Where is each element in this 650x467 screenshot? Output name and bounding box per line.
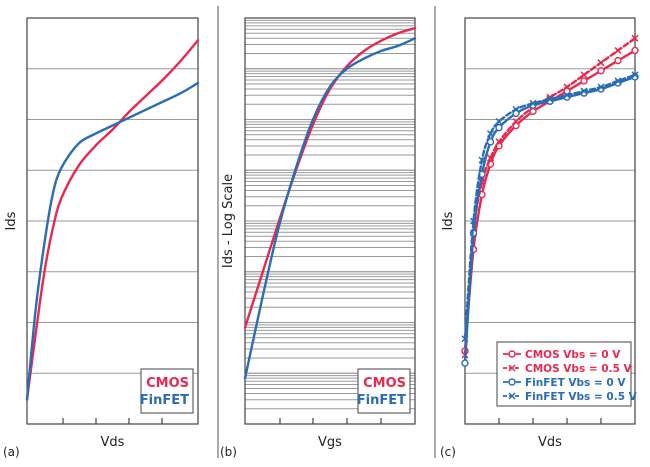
legend: CMOS FinFET	[140, 368, 194, 414]
panel-label: (b)	[220, 445, 237, 459]
series-line-cmos	[243, 26, 417, 329]
legend-entry-cmos: CMOS	[146, 376, 189, 391]
series-cmos	[25, 39, 200, 401]
series-line-finfet-vbs-0-5-v	[463, 73, 637, 340]
x-axis-label: Vgs	[318, 435, 342, 450]
legend-entry-label: FinFET Vbs = 0 V	[525, 377, 626, 389]
data-point	[563, 83, 571, 91]
legend-entry-finfet: FinFET	[140, 393, 189, 408]
legend-entry-cmos-vbs-0-v: CMOS Vbs = 0 V	[503, 349, 621, 361]
legend-swatch-marker	[508, 350, 516, 358]
legend-swatch-marker	[508, 364, 516, 372]
data-point	[469, 217, 478, 225]
panel-label: (c)	[440, 445, 456, 459]
series-cmos	[243, 26, 417, 329]
series-line-finfet	[25, 81, 200, 401]
data-point	[546, 95, 554, 103]
legend-entry-finfet: FinFET	[357, 393, 406, 408]
series-line-finfet	[243, 37, 417, 380]
gridlines	[245, 17, 415, 425]
data-point	[486, 154, 495, 162]
data-point	[614, 77, 622, 85]
legend: CMOS FinFET	[357, 368, 411, 414]
gridlines	[27, 68, 198, 374]
data-point	[512, 117, 520, 126]
panel-b-log-ids-vs-vgs: Vgs Ids - Log Scale (b) CMOS FinFET	[220, 17, 417, 459]
y-axis-label: Ids	[441, 211, 456, 230]
data-point	[512, 105, 520, 113]
data-point	[495, 123, 503, 132]
data-point	[597, 59, 605, 67]
legend-entry-label: CMOS Vbs = 0 V	[525, 349, 621, 361]
panel-label: (a)	[3, 445, 20, 459]
x-axis-label: Vds	[101, 435, 125, 450]
legend-swatch-marker	[508, 378, 516, 386]
panel-c-ids-vs-vds-body-bias: Vds Ids (c) CMOS Vbs = 0 V CMOS Vbs = 0.5 V F…	[440, 17, 639, 459]
series-cmos-vbs-0-v	[461, 46, 639, 355]
data-point	[597, 67, 605, 75]
data-point	[461, 359, 469, 367]
series-line-cmos-vbs-0-v	[463, 49, 637, 353]
data-point	[631, 46, 639, 55]
y-axis-label: Ids - Log Scale	[221, 174, 236, 268]
legend-box	[496, 341, 632, 407]
data-point	[614, 46, 622, 55]
data-point	[580, 71, 588, 79]
gridlines	[465, 68, 635, 374]
panel-a-ids-vs-vds: Vds Ids (a) CMOS FinFET	[3, 17, 200, 459]
plot-frame	[244, 17, 416, 425]
series-line-cmos	[25, 39, 200, 401]
y-axis-label: Ids	[4, 211, 19, 230]
data-point	[597, 83, 605, 91]
data-point	[478, 156, 486, 164]
data-point	[580, 77, 588, 85]
legend-entry-label: CMOS Vbs = 0.5 V	[525, 363, 633, 375]
series-cmos-vbs-0-5-v	[461, 34, 639, 359]
legend-box	[140, 368, 194, 414]
data-point	[563, 91, 571, 99]
series-finfet	[243, 37, 417, 380]
legend: CMOS Vbs = 0 V CMOS Vbs = 0.5 V FinFET Vbs…	[496, 341, 638, 407]
plot-frame	[26, 17, 199, 425]
plot-frame	[464, 17, 636, 425]
data-point	[495, 117, 503, 126]
data-point	[529, 99, 537, 107]
data-point	[580, 87, 588, 95]
legend-entry-cmos-vbs-0-5-v: CMOS Vbs = 0.5 V	[503, 363, 633, 375]
legend-entry-label: FinFET Vbs = 0.5 V	[525, 391, 638, 403]
legend-entry-cmos: CMOS	[363, 376, 406, 391]
legend-entry-finfet-vbs-0-5-v: FinFET Vbs = 0.5 V	[503, 391, 638, 403]
legend-box	[357, 368, 411, 414]
data-point	[631, 34, 639, 42]
legend-swatch-marker	[508, 392, 516, 400]
data-point	[495, 138, 503, 146]
series-finfet-vbs-0-5-v	[461, 71, 639, 343]
data-point	[461, 335, 469, 343]
data-point	[614, 56, 622, 65]
data-point	[486, 138, 495, 146]
x-axis-label: Vds	[538, 435, 562, 450]
series-finfet	[25, 81, 200, 401]
legend-entry-finfet-vbs-0-v: FinFET Vbs = 0 V	[503, 377, 626, 389]
data-point	[631, 71, 639, 79]
data-point	[486, 130, 495, 138]
